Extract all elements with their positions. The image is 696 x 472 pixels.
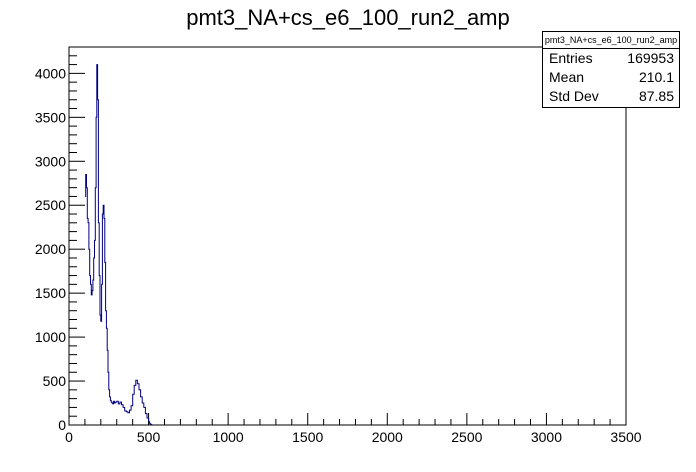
stats-value: 87.85 xyxy=(638,88,674,104)
y-tick-label: 2000 xyxy=(35,241,66,257)
y-axis-ticks: 0 500 1000 1500 2000 2500 3000 3500 4000 xyxy=(35,46,85,433)
stats-box: pmt3_NA+cs_e6_100_run2_amp Entries 16995… xyxy=(542,31,680,108)
stats-label: Mean xyxy=(549,69,585,85)
chart-title: pmt3_NA+cs_e6_100_run2_amp xyxy=(186,5,510,30)
y-tick-label: 4000 xyxy=(35,65,66,81)
x-tick-label: 1500 xyxy=(292,429,323,445)
y-tick-label: 0 xyxy=(58,417,66,433)
x-tick-label: 500 xyxy=(137,429,161,445)
x-axis-ticks: 0 500 1000 1500 2000 2500 3000 3500 xyxy=(65,413,642,445)
y-tick-label: 3000 xyxy=(35,153,66,169)
x-tick-label: 3500 xyxy=(610,429,641,445)
histogram-series-line xyxy=(84,64,153,426)
stats-value: 169953 xyxy=(627,50,674,66)
x-tick-label: 0 xyxy=(65,429,73,445)
y-tick-label: 1500 xyxy=(35,285,66,301)
stats-label: Std Dev xyxy=(549,88,599,104)
y-tick-label: 2500 xyxy=(35,197,66,213)
plot-frame xyxy=(68,46,627,426)
x-tick-label: 2000 xyxy=(372,429,403,445)
y-tick-label: 1000 xyxy=(35,329,66,345)
stats-row-std-dev: Std Dev 87.85 xyxy=(543,87,679,106)
x-tick-label: 1000 xyxy=(213,429,244,445)
stats-value: 210.1 xyxy=(638,69,674,85)
y-tick-label: 3500 xyxy=(35,109,66,125)
x-tick-label: 2500 xyxy=(451,429,482,445)
stats-title: pmt3_NA+cs_e6_100_run2_amp xyxy=(543,32,679,49)
x-tick-label: 3000 xyxy=(531,429,562,445)
stats-row-mean: Mean 210.1 xyxy=(543,68,679,87)
stats-label: Entries xyxy=(549,50,593,66)
stats-row-entries: Entries 169953 xyxy=(543,49,679,68)
y-tick-label: 500 xyxy=(43,373,67,389)
